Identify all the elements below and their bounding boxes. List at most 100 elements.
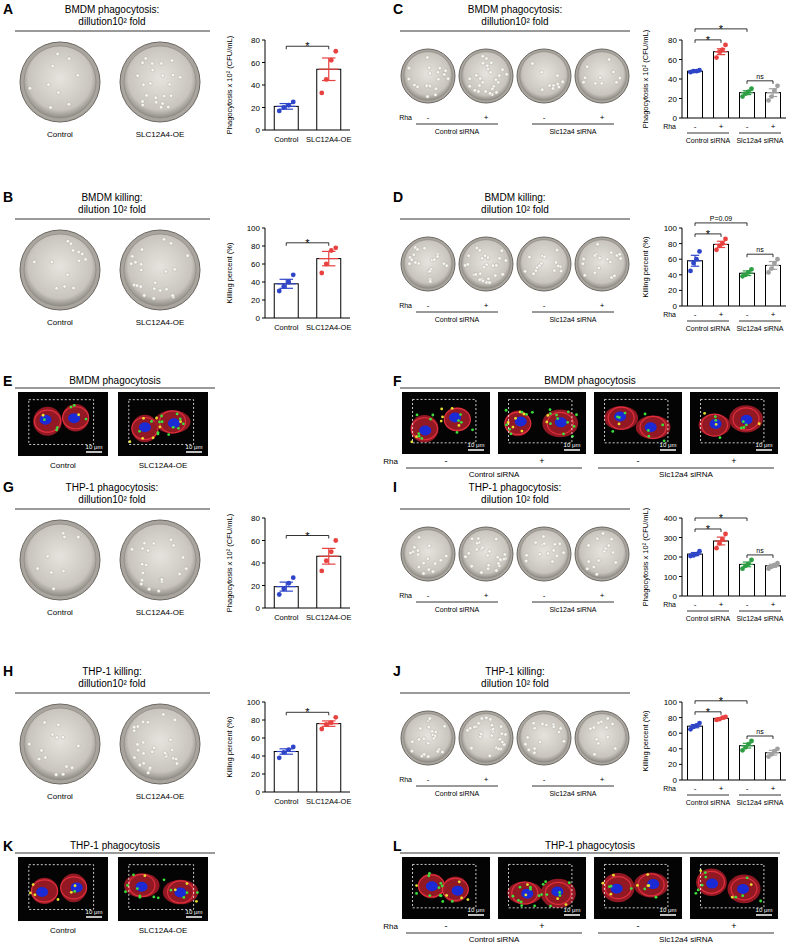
bacterium xyxy=(526,883,529,886)
bacterium xyxy=(524,894,527,897)
dish-rim xyxy=(517,237,571,291)
colony xyxy=(408,262,412,266)
bacterium xyxy=(440,420,443,423)
y-tick xyxy=(679,306,682,307)
cell-membrane xyxy=(640,416,666,438)
bacterium xyxy=(70,406,73,409)
data-point xyxy=(720,537,725,542)
figure: ABMDM phagocytosis:dillution10² foldCont… xyxy=(0,0,790,946)
colony xyxy=(417,262,421,266)
category-label: Control xyxy=(50,926,76,935)
data-point xyxy=(697,549,702,554)
y-tick-label: 200 xyxy=(664,553,678,562)
colony xyxy=(409,551,413,555)
bacterium xyxy=(575,413,578,416)
colony xyxy=(554,261,558,265)
colony xyxy=(481,546,485,550)
colony xyxy=(545,723,549,727)
mean-line xyxy=(319,69,338,70)
bacterium xyxy=(612,874,615,877)
cell xyxy=(31,878,59,904)
scale-bar xyxy=(756,449,772,451)
plot-area xyxy=(274,538,341,608)
colony xyxy=(55,736,59,740)
y-tick-label: 20 xyxy=(668,286,677,295)
colony xyxy=(174,757,178,761)
colony xyxy=(525,553,529,557)
micrograph-bg xyxy=(18,857,108,921)
colony xyxy=(468,726,472,730)
colony xyxy=(486,257,490,261)
bacterium xyxy=(415,892,418,895)
colony xyxy=(497,562,501,566)
dish-agar xyxy=(124,708,196,780)
bacterium xyxy=(714,415,717,418)
category-label: - xyxy=(746,600,749,609)
bacterium xyxy=(562,432,565,435)
category-label: SLC12A4-OE xyxy=(136,608,184,617)
y-tick-label: 400 xyxy=(664,514,678,523)
y-axis xyxy=(265,702,266,792)
group-label: Control siRNA xyxy=(435,316,480,323)
scale-bar xyxy=(756,914,772,916)
bar xyxy=(317,556,341,608)
y-tick-label: 40 xyxy=(251,752,260,761)
plot-area xyxy=(274,245,341,318)
colony xyxy=(162,713,166,717)
colony xyxy=(596,243,600,247)
colony xyxy=(136,74,140,78)
significance-bracket xyxy=(747,555,773,558)
colony xyxy=(152,287,156,291)
bacterium xyxy=(714,419,717,422)
colony xyxy=(542,535,546,539)
mean-line xyxy=(277,283,296,284)
y-tick-label: 80 xyxy=(251,514,260,523)
dish-rim xyxy=(120,42,200,122)
dish-agar xyxy=(462,52,511,101)
colony xyxy=(426,95,430,99)
data-point xyxy=(749,86,754,91)
colony xyxy=(531,62,535,66)
colony xyxy=(466,263,470,267)
y-tick-label: 20 xyxy=(668,95,677,104)
colony xyxy=(152,297,156,301)
cell xyxy=(155,410,191,433)
panel-title: dillution10² fold xyxy=(78,678,145,689)
bar xyxy=(766,753,781,780)
cell xyxy=(163,880,198,905)
colony xyxy=(141,547,145,551)
data-point xyxy=(691,261,696,266)
colony xyxy=(146,549,150,553)
petri-dish xyxy=(401,527,455,581)
dish-agar xyxy=(462,240,511,289)
category-label: Control xyxy=(50,461,76,470)
petri-dish xyxy=(20,520,100,600)
y-tick-label: 40 xyxy=(668,75,677,84)
bar xyxy=(688,554,703,596)
data-point xyxy=(286,280,291,285)
scale-bar xyxy=(86,451,102,453)
colony xyxy=(67,57,71,61)
panel-title: THP-1 phagocytosis: xyxy=(66,482,159,493)
colony xyxy=(600,82,604,86)
micrograph-bg xyxy=(594,857,682,919)
error-cap xyxy=(717,54,725,55)
petri-dish xyxy=(575,237,629,291)
colony xyxy=(551,87,555,91)
bacterium xyxy=(523,413,526,416)
bar xyxy=(688,71,703,118)
colony xyxy=(609,251,613,255)
zoom-box xyxy=(413,864,476,907)
colony xyxy=(486,67,490,71)
nucleus xyxy=(647,879,659,889)
scale-bar xyxy=(660,449,676,451)
dish-rim xyxy=(575,237,629,291)
scale-bar xyxy=(186,451,202,453)
colony xyxy=(422,571,426,575)
bacterium xyxy=(417,432,420,435)
dish-agar xyxy=(578,240,627,289)
micrograph xyxy=(18,857,108,921)
title-underline xyxy=(400,31,630,32)
row-label: Rha xyxy=(663,601,676,608)
y-tick xyxy=(262,585,265,586)
